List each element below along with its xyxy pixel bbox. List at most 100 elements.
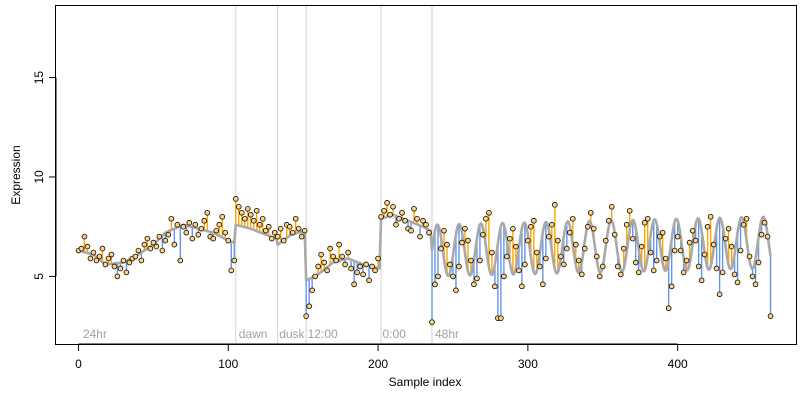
data-point	[259, 215, 266, 222]
data-point	[120, 257, 127, 264]
data-point	[168, 215, 175, 222]
data-point	[339, 253, 345, 260]
data-point	[321, 259, 327, 266]
data-point	[132, 253, 139, 260]
data-point	[96, 253, 103, 260]
phase-label: 0:00	[383, 327, 407, 341]
data-point	[432, 281, 438, 288]
data-point	[516, 267, 522, 274]
data-point	[147, 245, 154, 252]
data-point	[767, 313, 774, 319]
data-point	[596, 273, 603, 280]
data-point	[81, 233, 88, 240]
data-point	[528, 223, 534, 230]
data-point	[561, 261, 567, 268]
data-point	[450, 273, 456, 280]
data-point	[330, 253, 336, 260]
y-axis: 5 10 15	[32, 71, 57, 280]
data-point	[644, 215, 651, 222]
data-point	[486, 209, 492, 216]
data-point	[752, 281, 759, 288]
x-tick-label: 400	[668, 357, 688, 371]
data-point	[438, 245, 444, 252]
data-point	[144, 235, 151, 242]
data-point	[465, 237, 471, 244]
data-point	[253, 207, 260, 214]
data-point	[680, 269, 687, 276]
data-point	[306, 303, 312, 310]
data-point	[507, 235, 513, 242]
data-point	[84, 243, 91, 250]
data-point	[138, 257, 145, 264]
data-point	[210, 235, 217, 242]
data-point	[743, 215, 750, 222]
data-point	[286, 223, 293, 230]
data-point	[126, 259, 133, 266]
data-point	[677, 247, 684, 254]
data-point	[626, 207, 633, 214]
data-point	[150, 239, 157, 246]
data-point	[153, 243, 160, 250]
data-point	[165, 231, 172, 238]
data-point	[387, 211, 393, 218]
data-point	[162, 237, 169, 244]
data-point	[183, 229, 190, 236]
data-point	[695, 263, 702, 270]
phase-label: dawn	[239, 327, 268, 341]
data-point	[647, 249, 654, 256]
data-point	[567, 229, 573, 236]
data-point	[710, 241, 717, 248]
data-point	[522, 261, 528, 268]
data-point	[324, 267, 330, 274]
data-point	[298, 233, 305, 240]
data-point	[668, 283, 675, 290]
data-point	[564, 245, 570, 252]
data-point	[289, 229, 296, 236]
data-point	[665, 305, 672, 312]
y-axis-title: Expression	[9, 145, 23, 204]
data-point	[581, 245, 588, 252]
data-point	[683, 257, 690, 264]
data-point	[159, 247, 166, 254]
data-point	[274, 233, 281, 240]
data-point	[357, 263, 363, 270]
data-point	[231, 257, 238, 264]
data-point	[599, 263, 606, 270]
data-point	[342, 261, 348, 268]
data-point	[429, 319, 435, 325]
data-point	[384, 200, 390, 206]
data-point	[531, 217, 537, 224]
fit-line-group	[77, 213, 772, 282]
data-point	[707, 213, 714, 220]
data-point	[650, 267, 657, 274]
data-point	[653, 257, 660, 264]
data-point	[78, 245, 85, 252]
data-point	[761, 219, 768, 226]
data-point	[638, 243, 645, 250]
data-point	[192, 221, 199, 228]
data-point	[186, 219, 193, 226]
x-tick-label: 0	[75, 357, 82, 371]
data-point	[555, 237, 561, 244]
data-point	[689, 227, 696, 234]
data-point	[393, 221, 399, 228]
y-tick-label: 10	[32, 170, 46, 184]
data-point	[105, 255, 112, 262]
data-point	[345, 249, 351, 256]
x-tick-label: 300	[518, 357, 538, 371]
data-point	[716, 291, 723, 298]
data-point	[590, 225, 597, 232]
data-point	[456, 263, 462, 270]
data-point	[354, 269, 360, 276]
data-point	[268, 235, 275, 242]
data-point	[271, 229, 278, 236]
data-point	[701, 251, 708, 258]
data-point	[378, 213, 384, 220]
data-point	[513, 243, 519, 250]
data-point	[623, 221, 630, 228]
data-point	[204, 209, 211, 216]
phase-labels: 24hr dawn dusk 12:00 0:00 48hr	[83, 327, 459, 341]
x-tick-label: 100	[218, 357, 238, 371]
